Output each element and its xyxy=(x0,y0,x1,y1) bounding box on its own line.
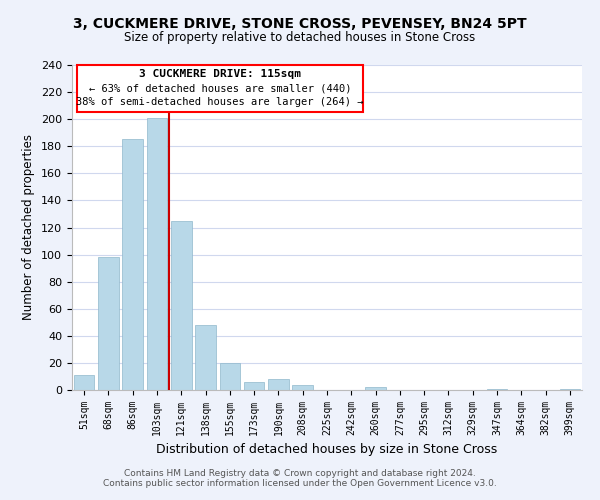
Text: 3, CUCKMERE DRIVE, STONE CROSS, PEVENSEY, BN24 5PT: 3, CUCKMERE DRIVE, STONE CROSS, PEVENSEY… xyxy=(73,18,527,32)
Bar xyxy=(171,220,191,390)
FancyBboxPatch shape xyxy=(77,65,364,112)
Bar xyxy=(74,375,94,390)
Bar xyxy=(292,384,313,390)
Bar xyxy=(244,382,265,390)
Text: Contains public sector information licensed under the Open Government Licence v3: Contains public sector information licen… xyxy=(103,478,497,488)
Text: Size of property relative to detached houses in Stone Cross: Size of property relative to detached ho… xyxy=(124,31,476,44)
Bar xyxy=(146,118,167,390)
Bar xyxy=(487,388,508,390)
Bar xyxy=(268,379,289,390)
Bar xyxy=(220,363,240,390)
Bar xyxy=(560,388,580,390)
Bar xyxy=(195,325,216,390)
Y-axis label: Number of detached properties: Number of detached properties xyxy=(22,134,35,320)
Bar xyxy=(98,258,119,390)
Bar xyxy=(122,140,143,390)
Text: ← 63% of detached houses are smaller (440): ← 63% of detached houses are smaller (44… xyxy=(89,83,352,93)
Text: 3 CUCKMERE DRIVE: 115sqm: 3 CUCKMERE DRIVE: 115sqm xyxy=(139,70,301,80)
Text: 38% of semi-detached houses are larger (264) →: 38% of semi-detached houses are larger (… xyxy=(76,96,364,106)
Bar xyxy=(365,388,386,390)
X-axis label: Distribution of detached houses by size in Stone Cross: Distribution of detached houses by size … xyxy=(157,444,497,456)
Text: Contains HM Land Registry data © Crown copyright and database right 2024.: Contains HM Land Registry data © Crown c… xyxy=(124,468,476,477)
